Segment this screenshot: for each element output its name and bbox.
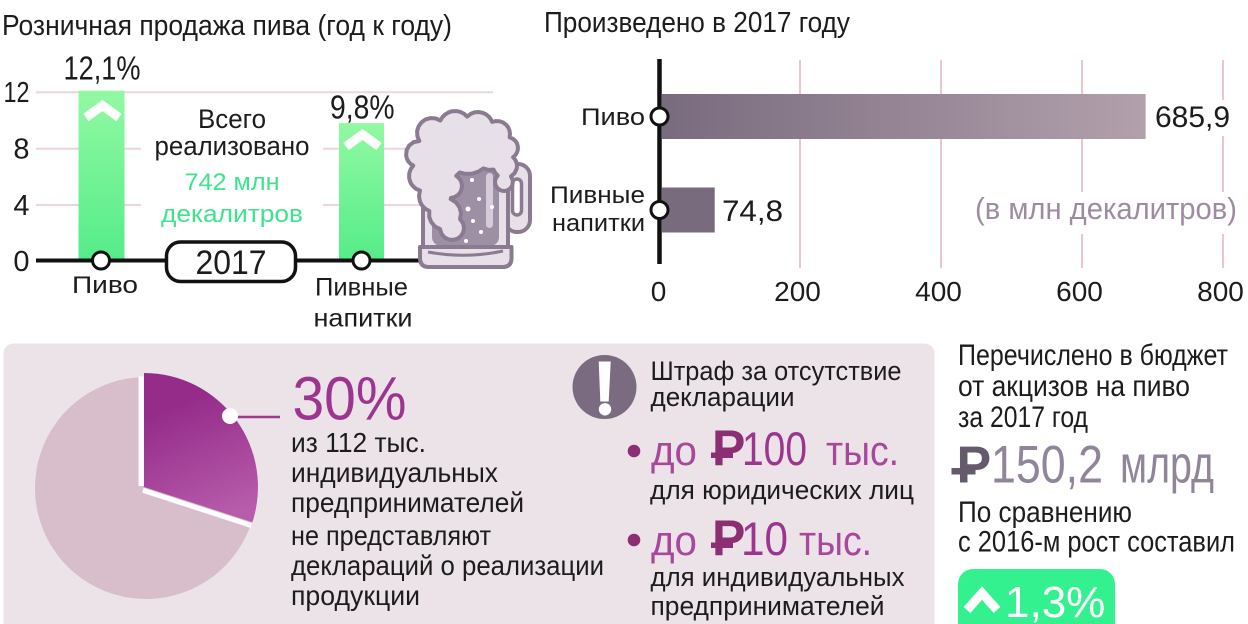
svg-text:4: 4 — [13, 190, 29, 222]
svg-text:12: 12 — [4, 77, 30, 109]
svg-text:предпринимателей: предпринимателей — [291, 487, 524, 518]
svg-text:2017: 2017 — [196, 244, 267, 282]
svg-text:от акцизов на пиво: от акцизов на пиво — [958, 370, 1190, 403]
svg-text:напитки: напитки — [552, 210, 645, 237]
svg-text:не представляют: не представляют — [291, 520, 491, 551]
svg-text:индивидуальных: индивидуальных — [291, 457, 498, 488]
svg-text:30%: 30% — [293, 365, 407, 433]
svg-text:Розничная продажа пива (год к: Розничная продажа пива (год к году) — [2, 10, 452, 42]
svg-text:150,2: 150,2 — [991, 436, 1103, 495]
svg-text:до: до — [651, 517, 697, 564]
svg-text:Штраф за отсутствие: Штраф за отсутствие — [651, 356, 902, 386]
svg-text:с 2016-м рост составил: с 2016-м рост составил — [958, 526, 1235, 559]
svg-text:Всего: Всего — [198, 104, 266, 134]
svg-text:200: 200 — [774, 276, 821, 307]
svg-text:Произведено в 2017 году: Произведено в 2017 году — [544, 7, 850, 39]
svg-text:P: P — [712, 420, 745, 476]
svg-text:Пиво: Пиво — [72, 272, 138, 299]
svg-text:реализовано: реализовано — [155, 131, 310, 161]
svg-text:0: 0 — [13, 246, 29, 278]
svg-text:10: 10 — [741, 512, 788, 565]
svg-text:8: 8 — [13, 134, 29, 166]
svg-text:600: 600 — [1056, 276, 1103, 307]
svg-text:из 112 тыс.: из 112 тыс. — [291, 427, 426, 458]
svg-text:Пиво: Пиво — [581, 104, 645, 131]
svg-text:до: до — [651, 427, 697, 474]
svg-text:P: P — [957, 437, 992, 495]
svg-text:Перечислено в бюджет: Перечислено в бюджет — [958, 339, 1228, 372]
svg-text:74,8: 74,8 — [722, 195, 783, 228]
svg-text:9,8%: 9,8% — [330, 89, 395, 126]
svg-text:1,3%: 1,3% — [1005, 578, 1105, 624]
svg-text:декларации: декларации — [651, 382, 795, 412]
svg-text:предпринимателей: предпринимателей — [651, 591, 885, 621]
svg-text:12,1%: 12,1% — [64, 50, 141, 87]
svg-text:По сравнению: По сравнению — [958, 496, 1132, 529]
svg-text:продукции: продукции — [291, 580, 420, 611]
svg-text:для индивидуальных: для индивидуальных — [651, 562, 905, 592]
svg-text:100: 100 — [742, 422, 807, 475]
svg-text:напитки: напитки — [314, 305, 413, 333]
svg-text:685,9: 685,9 — [1155, 101, 1230, 134]
svg-text:Пивные: Пивные — [550, 182, 645, 209]
svg-text:0: 0 — [651, 276, 667, 307]
svg-text:P: P — [712, 510, 745, 566]
svg-text:тыс.: тыс. — [826, 427, 899, 474]
svg-text:742 млн: 742 млн — [185, 169, 280, 196]
svg-text:тыс.: тыс. — [799, 517, 872, 564]
svg-text:для юридических лиц: для юридических лиц — [650, 475, 914, 505]
svg-text:декалитров: декалитров — [161, 201, 303, 228]
svg-text:млрд: млрд — [1120, 436, 1214, 495]
svg-text:деклараций о реализации: деклараций о реализации — [291, 550, 604, 581]
svg-text:400: 400 — [915, 276, 962, 307]
svg-text:за 2017 год: за 2017 год — [958, 401, 1088, 434]
svg-text:Пивные: Пивные — [315, 274, 408, 302]
svg-text:800: 800 — [1197, 276, 1244, 307]
svg-text:(в млн декалитров): (в млн декалитров) — [975, 191, 1237, 226]
